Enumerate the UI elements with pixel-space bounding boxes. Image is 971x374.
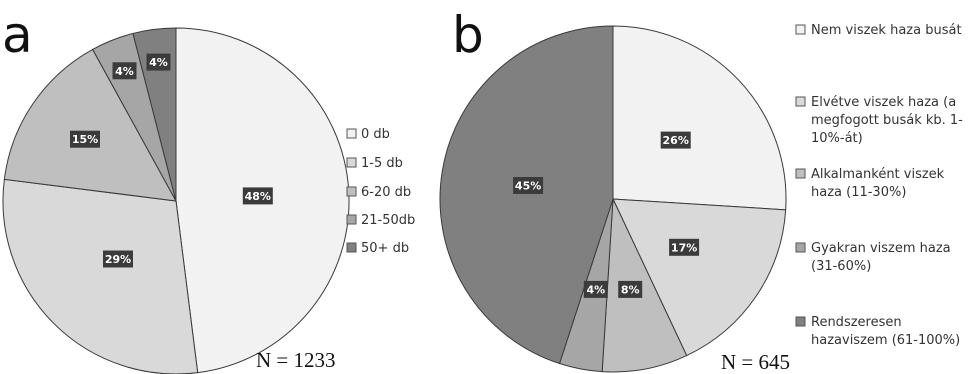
legend-b-swatch-1 [795,96,806,107]
legend-b-item-2-line-0: Alkalmanként viszek [811,167,945,182]
legend-b-swatch-4 [795,316,806,327]
legend-b-item-3-line-1: (31-60%) [811,259,871,274]
legend-b-item-2-line-1: haza (11-30%) [811,185,906,200]
pie-b-percent-box-0 [660,131,691,149]
legend-a-item-1: 1-5 db [361,156,403,171]
pie-a-percent-label-0: 48% [245,190,271,203]
legend-a-swatch-1 [346,157,357,168]
pie-chart-b [439,25,787,373]
pie-b-percent-label-1: 17% [671,241,697,254]
legend-b-item-1: Elvétve viszek haza (a megfogott busák k… [811,95,967,146]
pie-a-percent-label-4: 4% [149,56,168,69]
legend-b-item-3-line-0: Gyakran viszem haza [811,241,951,256]
pie-a-percent-box-0 [242,187,273,205]
pie-b-slice-1 [612,198,787,357]
panel-b-letter: b [452,6,484,64]
legend-b-swatch-3 [795,242,806,253]
panel-a-letter: a [2,6,33,64]
legend-a: 0 db 1-5 db 6-20 db 21-50db 50+ db [346,127,415,256]
pie-a-slice-1 [2,178,199,374]
legend-a-swatch-0 [346,128,357,139]
legend-b-item-3: Gyakran viszem haza (31-60%) [811,241,955,274]
pie-b-percent-label-0: 26% [663,134,689,147]
legend-b-item-4-line-1: hazaviszem (61-100%) [811,333,960,348]
pie-b-slice-0 [612,25,787,211]
legend-b-swatch-2 [795,168,806,179]
legend-a-item-0: 0 db [361,127,390,142]
pie-b-percent-box-2 [618,280,643,298]
legend-b: Nem viszek haza busát Elvétve viszek haz… [795,23,967,348]
pie-b-percent-label-4: 45% [515,180,541,193]
pie-a-percent-box-4 [146,53,171,71]
n-label-b: N = 645 [721,350,790,374]
pie-b-percent-box-4 [513,177,544,194]
legend-b-swatch-0 [795,24,806,35]
legend-a-item-3: 21-50db [361,213,415,228]
legend-a-swatch-2 [346,186,357,197]
legend-b-item-1-line-2: 10%-át) [811,131,863,146]
legend-b-item-0-line-0: Nem viszek haza busát [811,23,962,38]
pie-b-percent-label-3: 4% [586,283,605,296]
pie-a-percent-box-1 [103,250,133,268]
pie-a-percent-box-2 [70,130,100,148]
pie-a-percent-label-1: 29% [105,253,131,266]
pie-a-slice-4 [132,27,177,202]
n-label-a: N = 1233 [256,348,336,372]
legend-a-item-4: 50+ db [361,241,409,256]
legend-b-item-2: Alkalmanként viszek haza (11-30%) [811,167,948,200]
pie-b-percent-box-1 [669,238,700,256]
pie-a-percent-label-3: 4% [115,65,134,78]
legend-a-swatch-4 [346,242,357,253]
pie-a-percent-label-2: 15% [72,133,98,146]
pie-b-percent-label-2: 8% [621,283,640,296]
pie-chart-a [2,27,350,374]
legend-b-item-1-line-1: megfogott busák kb. 1- [811,113,963,128]
pie-a-percent-labels: 48% 29% 15% 4% 4% [70,53,273,268]
legend-b-item-4-line-0: Rendszeresen [811,315,902,330]
pie-a-percent-box-3 [112,62,137,80]
pie-b-percent-labels: 26% 17% 8% 4% 45% [513,131,700,298]
legend-b-item-4: Rendszeresen hazaviszem (61-100%) [811,315,960,348]
pie-b-slice-4 [439,25,614,365]
legend-b-item-1-line-0: Elvétve viszek haza (a [811,95,956,110]
pie-a-slice-2 [3,48,177,202]
legend-a-swatch-3 [346,214,357,225]
legend-a-item-2: 6-20 db [361,185,411,200]
legend-b-item-0: Nem viszek haza busát [811,23,962,38]
pie-b-percent-box-3 [583,280,608,298]
